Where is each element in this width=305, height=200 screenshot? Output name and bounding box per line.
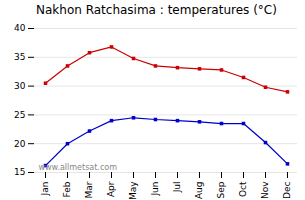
svg-text:Jul: Jul bbox=[172, 182, 182, 194]
svg-text:Feb: Feb bbox=[62, 181, 72, 197]
svg-text:40: 40 bbox=[14, 23, 26, 33]
svg-text:15: 15 bbox=[14, 167, 25, 177]
svg-text:May: May bbox=[128, 181, 138, 200]
svg-text:Aug: Aug bbox=[194, 182, 204, 200]
svg-text:Sep: Sep bbox=[216, 181, 226, 198]
svg-text:25: 25 bbox=[14, 110, 25, 120]
svg-text:20: 20 bbox=[14, 139, 26, 149]
svg-text:Apr: Apr bbox=[106, 181, 116, 197]
svg-text:35: 35 bbox=[14, 52, 25, 62]
svg-text:Dec: Dec bbox=[282, 181, 292, 198]
svg-text:Mar: Mar bbox=[84, 181, 94, 198]
svg-text:Jun: Jun bbox=[150, 182, 160, 197]
svg-text:Nov: Nov bbox=[260, 181, 270, 199]
svg-text:30: 30 bbox=[14, 81, 26, 91]
svg-text:www.allmetsat.com: www.allmetsat.com bbox=[39, 163, 118, 172]
html-text:Nakhon Ratchasima : temperatur: Nakhon Ratchasima : temperatures (°C) bbox=[36, 3, 277, 17]
svg-text:Jan: Jan bbox=[40, 182, 50, 197]
svg-text:Oct: Oct bbox=[238, 181, 248, 197]
